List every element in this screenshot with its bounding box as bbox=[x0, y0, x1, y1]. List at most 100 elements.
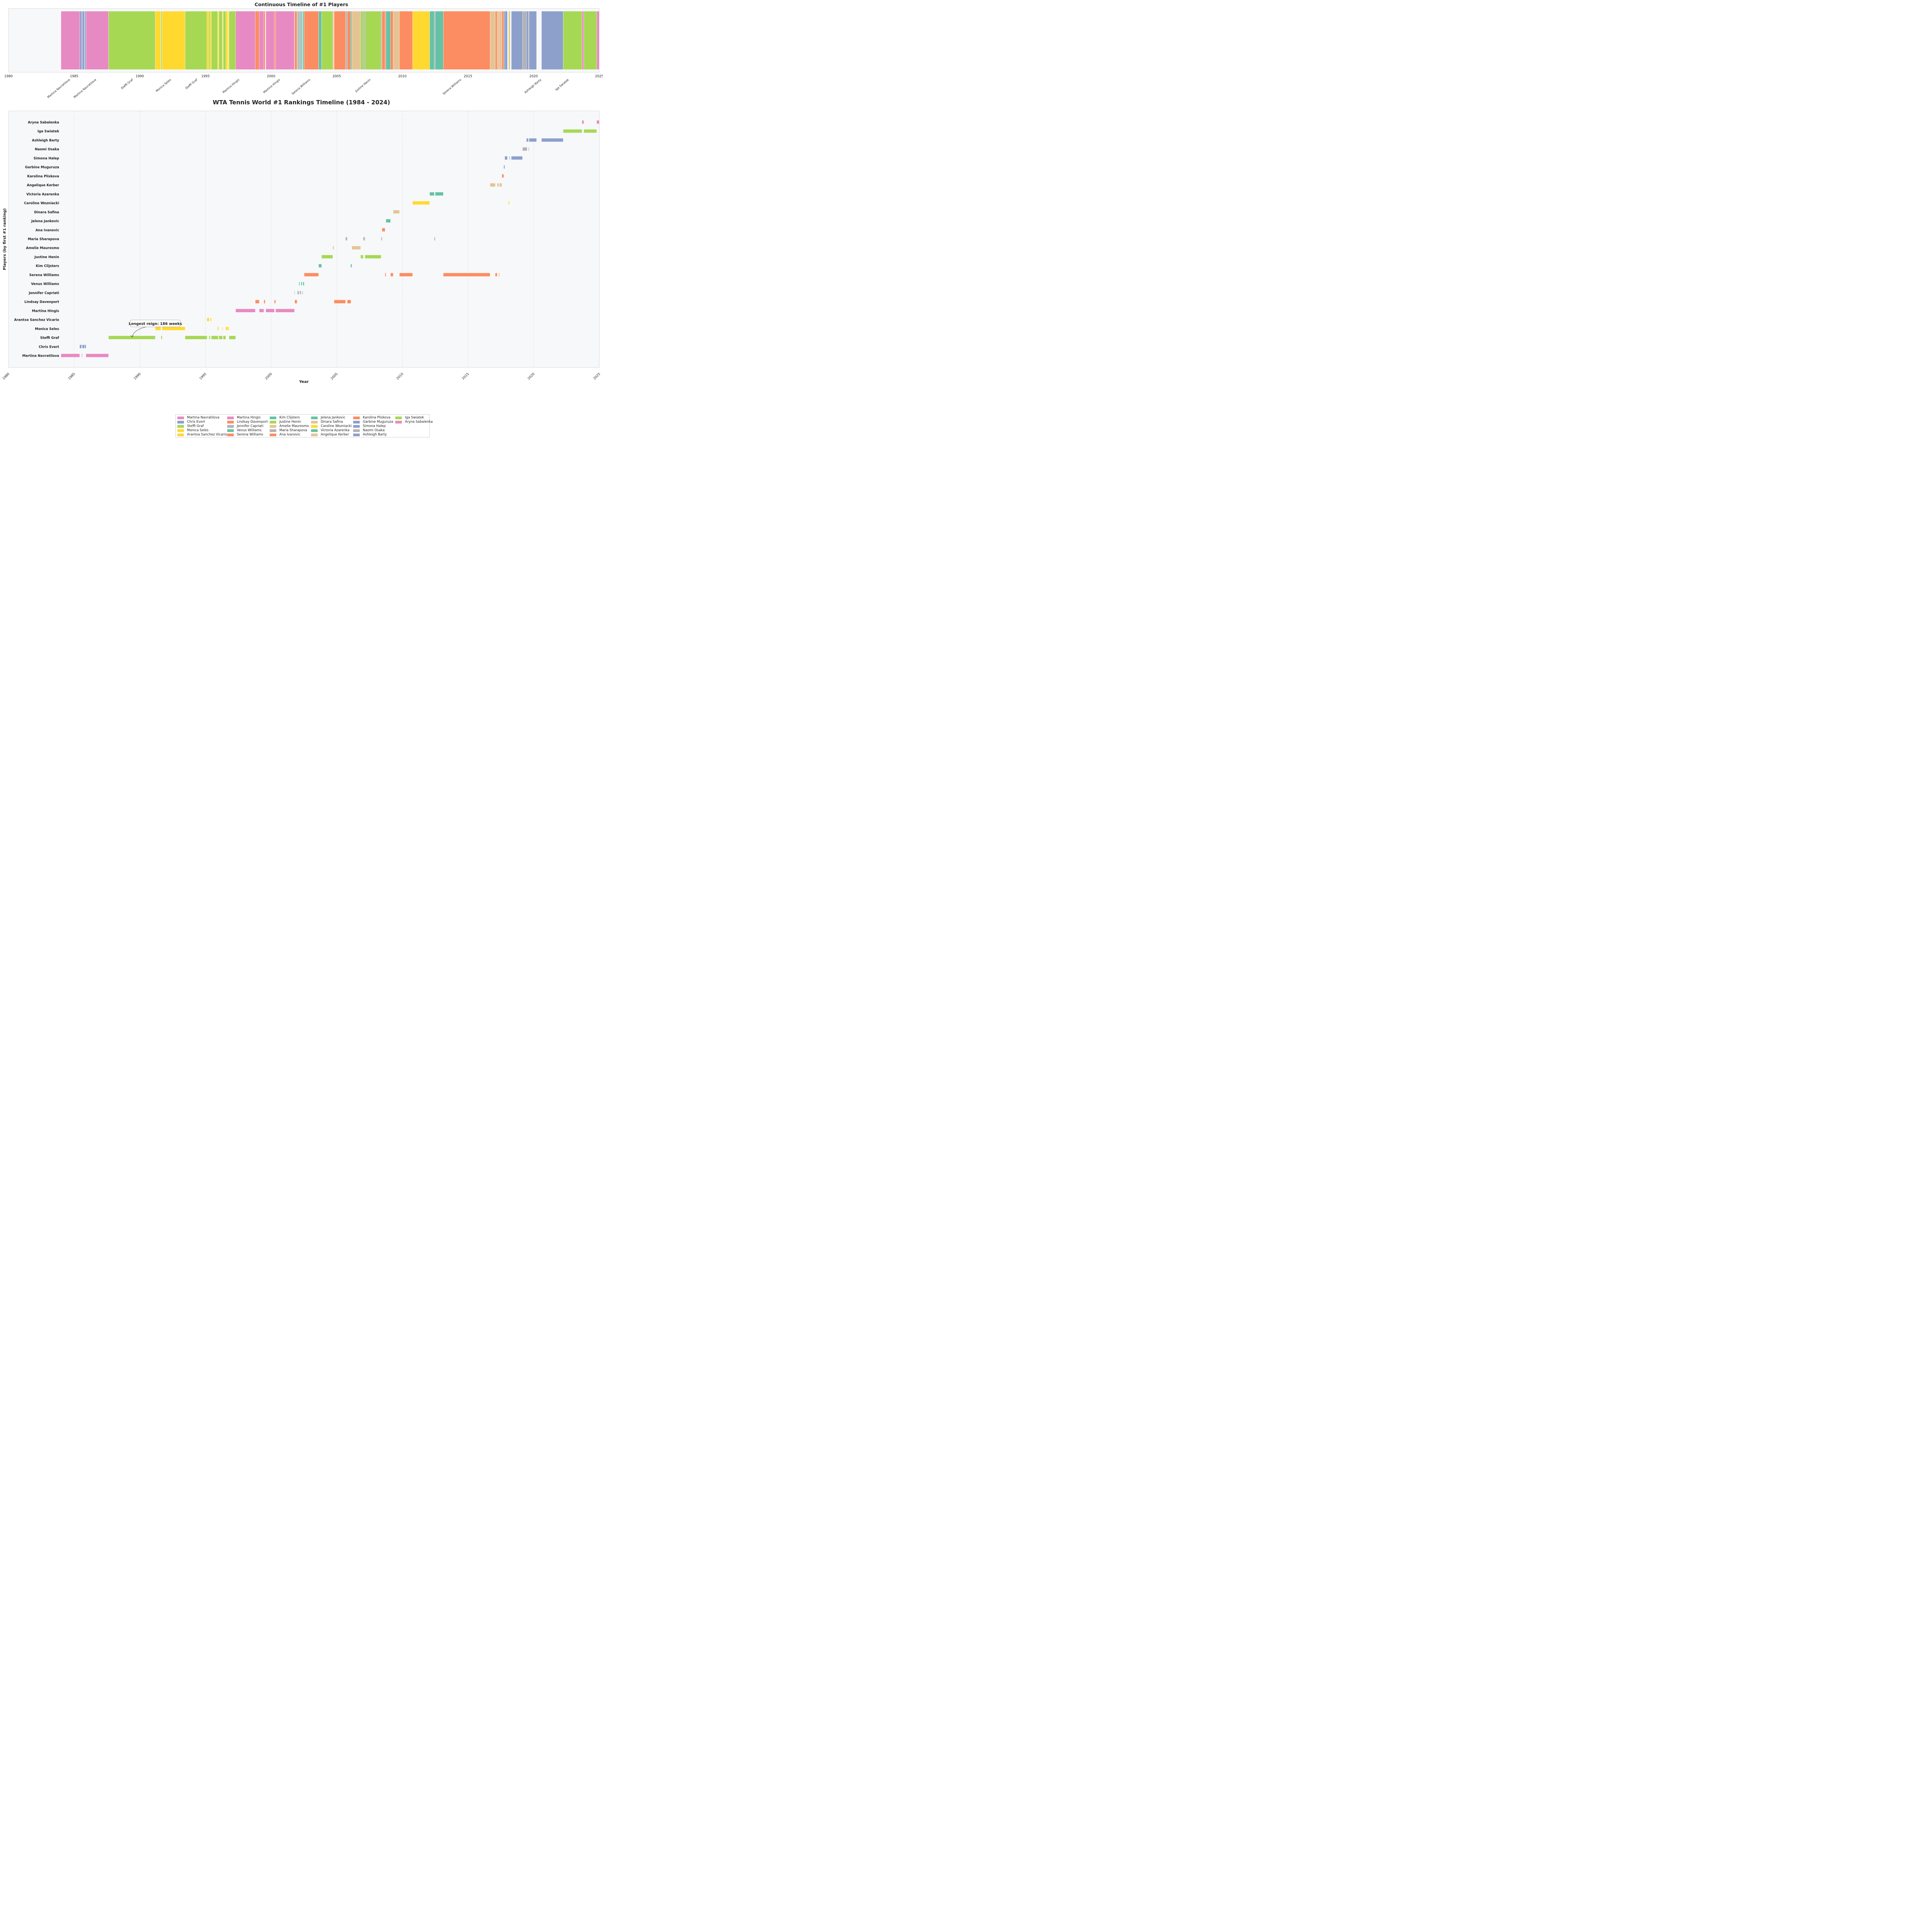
strip-x-tick-label: 2020 bbox=[529, 75, 538, 78]
gantt-x-tick-label: 2000 bbox=[264, 372, 273, 381]
strip-segment bbox=[82, 11, 85, 70]
gantt-row bbox=[490, 183, 502, 187]
gantt-player-label: Chris Evert bbox=[39, 345, 59, 349]
gantt-row bbox=[321, 255, 381, 259]
gantt-reign-bar bbox=[86, 354, 109, 357]
gantt-reign-bar bbox=[385, 273, 386, 277]
legend-label: Caroline Wozniacki bbox=[321, 424, 352, 428]
main-chart-title: WTA Tennis World #1 Rankings Timeline (1… bbox=[213, 99, 390, 106]
strip-segment bbox=[583, 11, 597, 70]
legend-swatch bbox=[311, 417, 318, 419]
gantt-reign-bar bbox=[229, 335, 236, 340]
strip-segment bbox=[84, 11, 86, 70]
strip-segment bbox=[350, 11, 352, 70]
gantt-row bbox=[255, 299, 351, 304]
strip-segment bbox=[497, 11, 499, 70]
strip-segment bbox=[161, 11, 162, 70]
legend-swatch bbox=[311, 421, 318, 423]
gantt-row bbox=[582, 120, 600, 124]
strip-segment bbox=[490, 11, 496, 70]
strip-segment bbox=[235, 11, 256, 70]
gantt-player-label: Ashleigh Barty bbox=[32, 139, 60, 143]
gantt-reign-bar bbox=[209, 335, 211, 340]
strip-segment bbox=[207, 11, 209, 70]
gantt-y-axis-label: Players (by first #1 ranking) bbox=[3, 208, 7, 270]
legend-swatch bbox=[311, 425, 318, 428]
legend-label: Martina Navratilova bbox=[187, 416, 219, 420]
legend-swatch bbox=[270, 417, 276, 419]
strip-segment bbox=[265, 11, 275, 70]
annotation-arrow-head bbox=[131, 335, 134, 338]
legend-swatch bbox=[227, 425, 234, 428]
strip-x-tick-label: 2015 bbox=[464, 75, 472, 78]
gantt-reign-bar bbox=[434, 237, 435, 241]
legend-swatch bbox=[311, 434, 318, 436]
strip-segment bbox=[381, 11, 382, 70]
strip-segment bbox=[502, 11, 504, 70]
strip-segment bbox=[495, 11, 497, 70]
gantt-row bbox=[526, 138, 563, 142]
strip-segment bbox=[361, 11, 364, 70]
strip-player-annotation: Serena Williams bbox=[291, 78, 311, 96]
gantt-reign-bar bbox=[155, 327, 161, 331]
legend-label: Lindsay Davenport bbox=[237, 420, 268, 424]
strip-segment bbox=[334, 11, 346, 70]
gantt-reign-bar bbox=[333, 246, 334, 250]
strip-segment bbox=[385, 11, 386, 70]
strip-x-tick-label: 2025 bbox=[595, 75, 603, 78]
legend-swatch bbox=[177, 434, 184, 436]
strip-segment bbox=[217, 11, 219, 70]
gantt-x-tick-label: 2015 bbox=[461, 372, 470, 381]
gantt-player-label: Naomi Osaka bbox=[35, 148, 59, 151]
gantt-row bbox=[505, 156, 523, 160]
legend-label: Aryna Sabalenka bbox=[405, 420, 433, 424]
legend-label: Chris Evert bbox=[187, 420, 205, 424]
strip-segment bbox=[347, 11, 351, 70]
gantt-player-label: Serena Williams bbox=[29, 273, 59, 277]
strip-segment bbox=[211, 11, 218, 70]
strip-x-tick-label: 2010 bbox=[398, 75, 407, 78]
gantt-reign-bar bbox=[259, 309, 264, 313]
gantt-x-tick-label: 2010 bbox=[396, 372, 404, 381]
gantt-reign-bar bbox=[522, 147, 527, 151]
gantt-reign-bar bbox=[84, 345, 86, 349]
gantt-reign-bar bbox=[541, 138, 563, 142]
legend-swatch bbox=[227, 421, 234, 423]
legend-label: Serena Williams bbox=[237, 433, 264, 437]
legend-swatch bbox=[270, 429, 276, 432]
strip-segment bbox=[259, 11, 264, 70]
strip-x-tick-label: 1990 bbox=[136, 75, 144, 78]
gantt-reign-bar bbox=[297, 291, 299, 295]
gantt-reign-bar bbox=[382, 228, 385, 232]
gantt-row bbox=[155, 327, 230, 331]
strip-x-tick-label: 2000 bbox=[267, 75, 276, 78]
gantt-player-label: Karolina Pliskova bbox=[27, 175, 59, 179]
gantt-row bbox=[386, 219, 391, 223]
gantt-reign-bar bbox=[211, 335, 218, 340]
legend-swatch bbox=[353, 434, 360, 436]
gantt-player-label: Simona Halep bbox=[34, 156, 59, 160]
gantt-reign-bar bbox=[217, 327, 219, 331]
strip-segment bbox=[79, 11, 82, 70]
strip-player-annotation: Iga Swiatek bbox=[554, 78, 570, 91]
gantt-plot-area bbox=[8, 111, 600, 368]
gantt-reign-bar bbox=[381, 237, 382, 241]
strip-segment bbox=[61, 11, 80, 70]
gantt-row bbox=[318, 264, 352, 268]
gantt-reign-bar bbox=[347, 299, 351, 304]
gantt-reign-bar bbox=[301, 282, 302, 286]
strip-player-annotation: Justine Henin bbox=[354, 78, 372, 93]
strip-segment bbox=[228, 11, 230, 70]
strip-player-annotation: Monica Seles bbox=[155, 78, 172, 93]
legend-swatch bbox=[353, 425, 360, 428]
gantt-player-label: Kim Clijsters bbox=[36, 264, 59, 268]
gantt-row bbox=[294, 291, 303, 295]
strip-segment bbox=[499, 11, 502, 70]
legend-swatch bbox=[177, 421, 184, 423]
gantt-row bbox=[108, 335, 236, 340]
legend: Martina Navratilova Chris Evert Steffi Gra… bbox=[175, 414, 433, 437]
gantt-player-label: Monica Seles bbox=[35, 327, 59, 331]
strip-segment bbox=[303, 11, 304, 70]
gantt-reign-bar bbox=[363, 237, 365, 241]
gantt-reign-bar bbox=[511, 156, 523, 160]
